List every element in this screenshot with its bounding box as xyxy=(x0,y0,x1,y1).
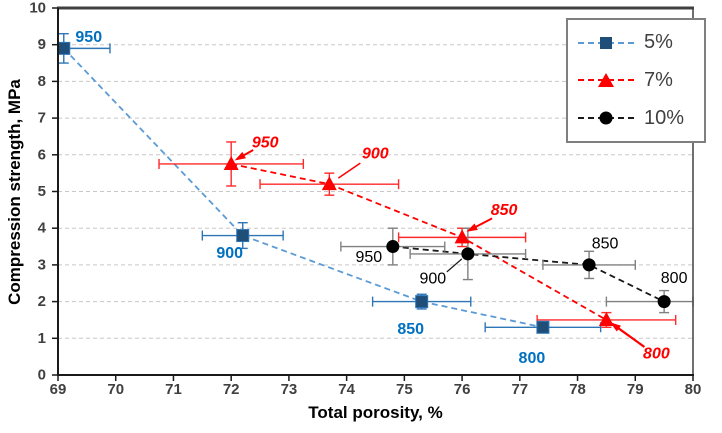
y-tick-label: 7 xyxy=(38,110,46,127)
y-tick-label: 8 xyxy=(38,73,46,90)
y-tick-label: 5 xyxy=(38,183,46,200)
x-tick-label: 71 xyxy=(165,381,182,398)
x-tick-label: 75 xyxy=(396,381,413,398)
x-tick-label: 79 xyxy=(627,381,644,398)
legend-entry-5pct: 5% xyxy=(578,31,704,54)
y-tick-label: 10 xyxy=(29,0,46,17)
x-tick-label: 80 xyxy=(685,381,702,398)
point-label: 800 xyxy=(519,350,546,367)
y-tick-label: 4 xyxy=(38,220,47,237)
y-axis-title: Compression strength, MPa xyxy=(5,79,24,305)
point-label: 800 xyxy=(643,345,670,362)
point-label: 950 xyxy=(252,134,279,151)
point-label: 850 xyxy=(592,235,619,252)
x-tick-label: 76 xyxy=(454,381,471,398)
legend-entry-7pct: 7% xyxy=(578,69,704,92)
y-tick-label: 9 xyxy=(38,36,46,53)
point-label: 900 xyxy=(420,270,447,287)
marker-triangle xyxy=(223,155,239,170)
marker-square xyxy=(415,295,429,309)
legend-entry-10pct: 10% xyxy=(578,107,704,130)
label-leader-arrowhead xyxy=(466,223,478,232)
marker-triangle xyxy=(454,229,470,244)
x-tick-label: 78 xyxy=(569,381,586,398)
x-tick-label: 74 xyxy=(338,381,355,398)
series-line-5% xyxy=(63,47,544,329)
x-tick-label: 70 xyxy=(107,381,124,398)
marker-circle xyxy=(582,258,596,272)
x-tick-label: 69 xyxy=(50,381,67,398)
point-label: 900 xyxy=(362,146,389,163)
legend-marker-square-icon xyxy=(578,36,634,49)
marker-circle xyxy=(386,240,400,254)
point-label: 850 xyxy=(491,202,518,219)
marker-circle xyxy=(461,247,475,261)
x-tick-label: 72 xyxy=(223,381,240,398)
label-leader-arrowhead xyxy=(609,322,622,332)
legend-label-5pct: 5% xyxy=(644,31,673,54)
series-line-7% xyxy=(231,163,607,321)
y-tick-label: 2 xyxy=(38,293,46,310)
label-leader xyxy=(446,258,463,273)
y-tick-label: 6 xyxy=(38,146,46,163)
marker-square xyxy=(536,320,550,334)
y-tick-label: 0 xyxy=(38,367,46,384)
legend-label-7pct: 7% xyxy=(644,68,673,91)
y-tick-label: 3 xyxy=(38,256,46,273)
legend-marker-circle-icon xyxy=(578,111,634,125)
legend-label-10pct: 10% xyxy=(644,106,685,129)
point-label: 800 xyxy=(661,270,688,287)
x-tick-label: 77 xyxy=(511,381,528,398)
point-label: 900 xyxy=(216,245,243,262)
x-axis-title: Total porosity, % xyxy=(308,403,443,422)
x-tick-label: 73 xyxy=(281,381,298,398)
y-tick-label: 1 xyxy=(38,330,46,347)
marker-triangle xyxy=(321,176,337,191)
point-label: 950 xyxy=(75,29,102,46)
legend-marker-triangle-icon xyxy=(578,73,634,88)
marker-circle xyxy=(657,295,671,309)
legend: 5% 7% 10% xyxy=(566,18,706,143)
marker-square xyxy=(57,41,71,55)
marker-square xyxy=(236,229,250,243)
point-label: 850 xyxy=(397,321,424,338)
label-leader-arrowhead xyxy=(234,151,246,161)
point-label: 950 xyxy=(355,249,382,266)
label-leader xyxy=(337,162,361,179)
